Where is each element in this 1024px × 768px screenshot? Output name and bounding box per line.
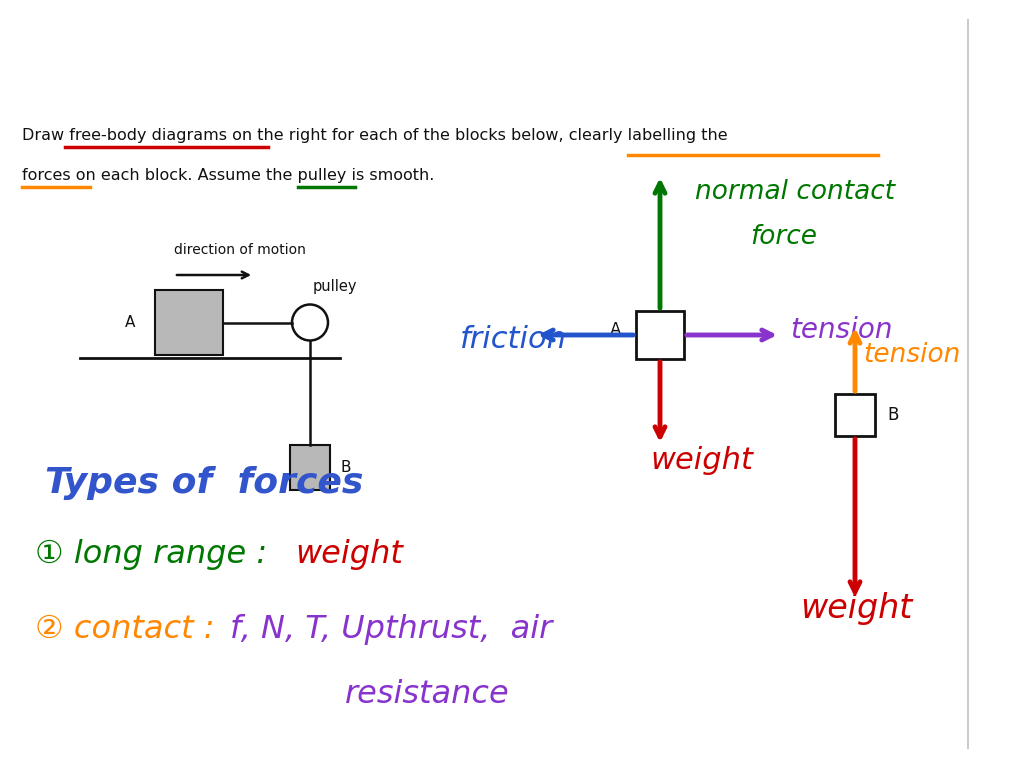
Text: A: A (610, 321, 622, 339)
Text: A: A (125, 315, 135, 330)
Text: pulley: pulley (313, 280, 357, 294)
Text: ① long range :: ① long range : (35, 539, 278, 570)
Text: ② contact :: ② contact : (35, 614, 224, 645)
Text: Draw free-body diagrams on the right for each of the blocks below, clearly label: Draw free-body diagrams on the right for… (22, 128, 728, 143)
Text: tension: tension (790, 316, 893, 344)
Text: Types of  forces: Types of forces (45, 466, 364, 500)
Bar (835, 394, 874, 436)
Text: weight: weight (800, 592, 912, 625)
Circle shape (292, 304, 328, 340)
Text: weight: weight (295, 539, 402, 570)
Text: normal contact: normal contact (695, 179, 895, 205)
Text: B: B (340, 460, 350, 475)
Bar (155, 290, 223, 355)
Bar (636, 311, 684, 359)
Text: direction of motion: direction of motion (174, 243, 306, 257)
Text: f, N, T, Upthrust,  air: f, N, T, Upthrust, air (230, 614, 552, 645)
Text: resistance: resistance (345, 679, 510, 710)
Bar (290, 445, 330, 490)
Text: forces on each block. Assume the pulley is smooth.: forces on each block. Assume the pulley … (22, 168, 434, 183)
Text: B: B (887, 406, 898, 424)
Text: tension: tension (863, 342, 961, 368)
Text: friction: friction (460, 326, 567, 355)
Text: weight: weight (650, 446, 753, 475)
Text: force: force (750, 224, 817, 250)
